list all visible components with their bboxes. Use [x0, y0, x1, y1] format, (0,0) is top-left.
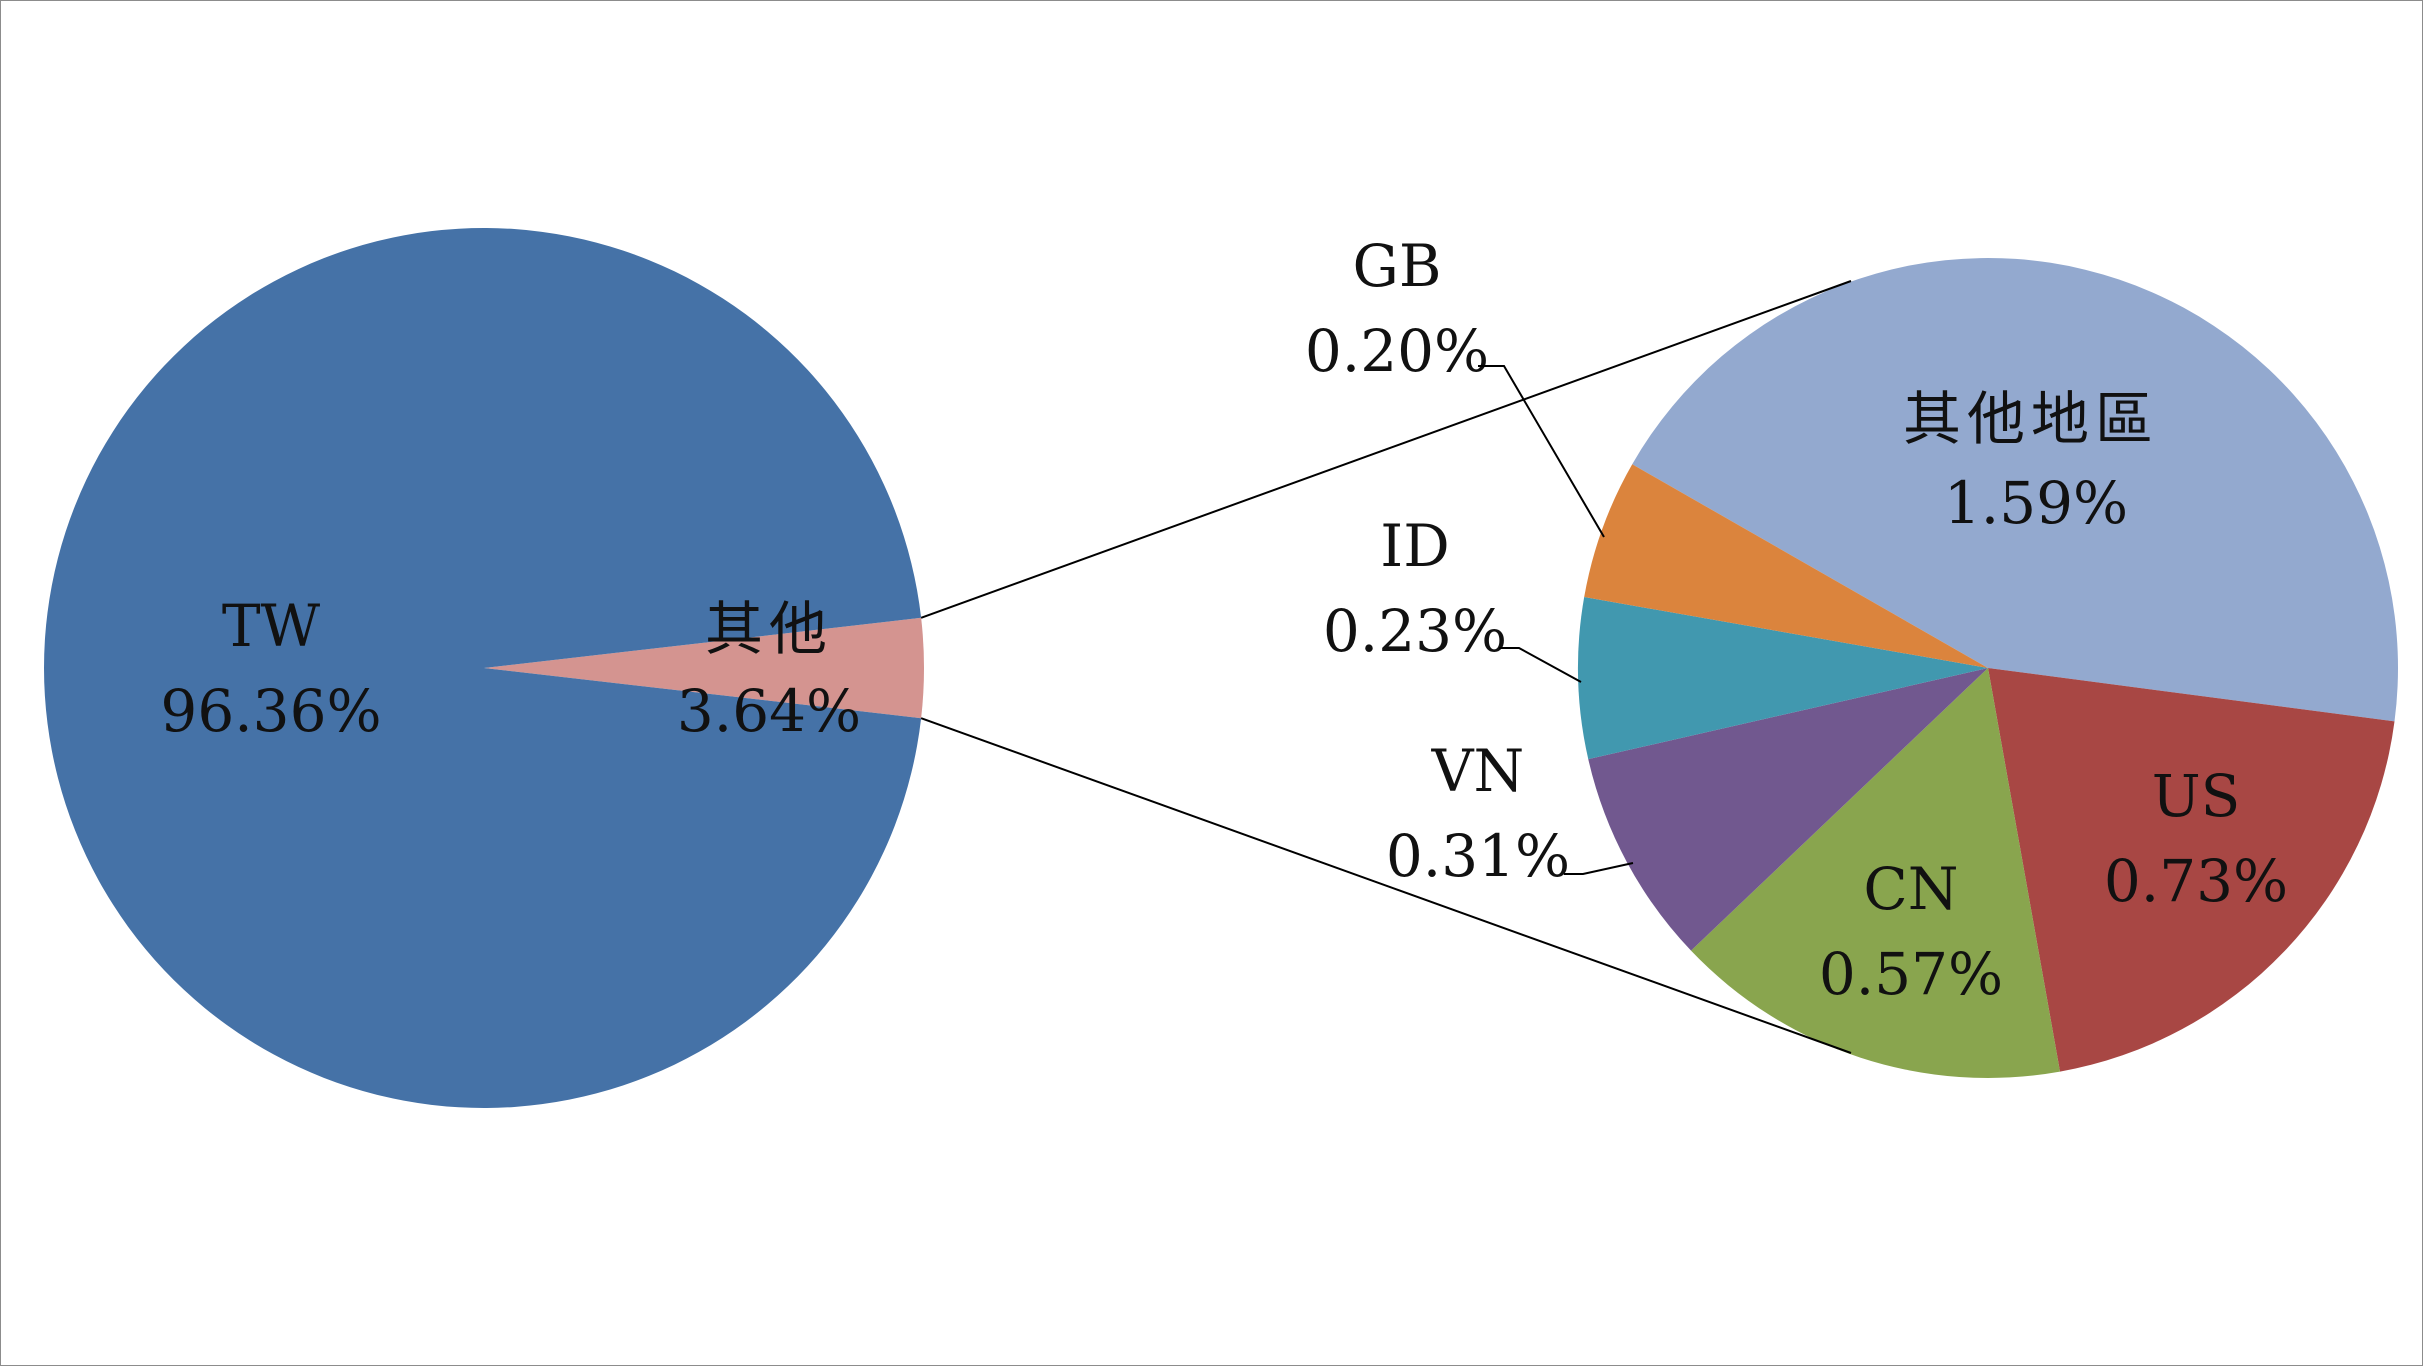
slice-label-vn-name: VN [1431, 737, 1525, 805]
main-slice-slice-0 [484, 617, 925, 719]
slice-label-id-value: 0.23% [1323, 597, 1507, 665]
leader-line-id [1499, 647, 1582, 683]
breakdown-slice-vn [1588, 668, 1988, 951]
slice-label-gb-value: 0.20% [1305, 317, 1489, 385]
slice-label-other-name: 其他 [705, 595, 833, 663]
slice-label-cn-value: 0.57% [1819, 940, 2003, 1008]
breakdown-slice-us [1988, 668, 2395, 1072]
connector-bottom [920, 717, 1852, 1054]
slice-label-other-value: 3.64% [677, 677, 861, 745]
slice-label-us-name: US [2152, 762, 2241, 830]
breakdown-slice-cn [1691, 668, 2061, 1078]
leader-line-vn [1564, 862, 1634, 875]
breakdown-pie [1578, 257, 2399, 1078]
main-slice-tw [44, 227, 922, 1108]
slice-label-cn-name: CN [1863, 855, 1958, 923]
slice-label-other-region-value: 1.59% [1944, 469, 2128, 537]
slice-label-tw-value: 96.36% [160, 677, 381, 745]
slice-label-gb-name: GB [1353, 232, 1442, 300]
slice-label-vn-value: 0.31% [1386, 822, 1570, 890]
main-pie [44, 227, 925, 1108]
connector-lines [920, 280, 1852, 1054]
slice-label-us-value: 0.73% [2104, 847, 2288, 915]
slice-label-other-region-name: 其他地區 [1903, 385, 2159, 453]
slice-label-id-name: ID [1380, 512, 1449, 580]
slice-label-tw-name: TW [222, 592, 321, 660]
breakdown-slice-id [1578, 597, 1988, 760]
leader-line-gb [1478, 365, 1605, 538]
breakdown-slice-slice-0 [1632, 257, 2399, 722]
connector-top [920, 280, 1852, 619]
breakdown-slice-gb [1584, 464, 1988, 668]
